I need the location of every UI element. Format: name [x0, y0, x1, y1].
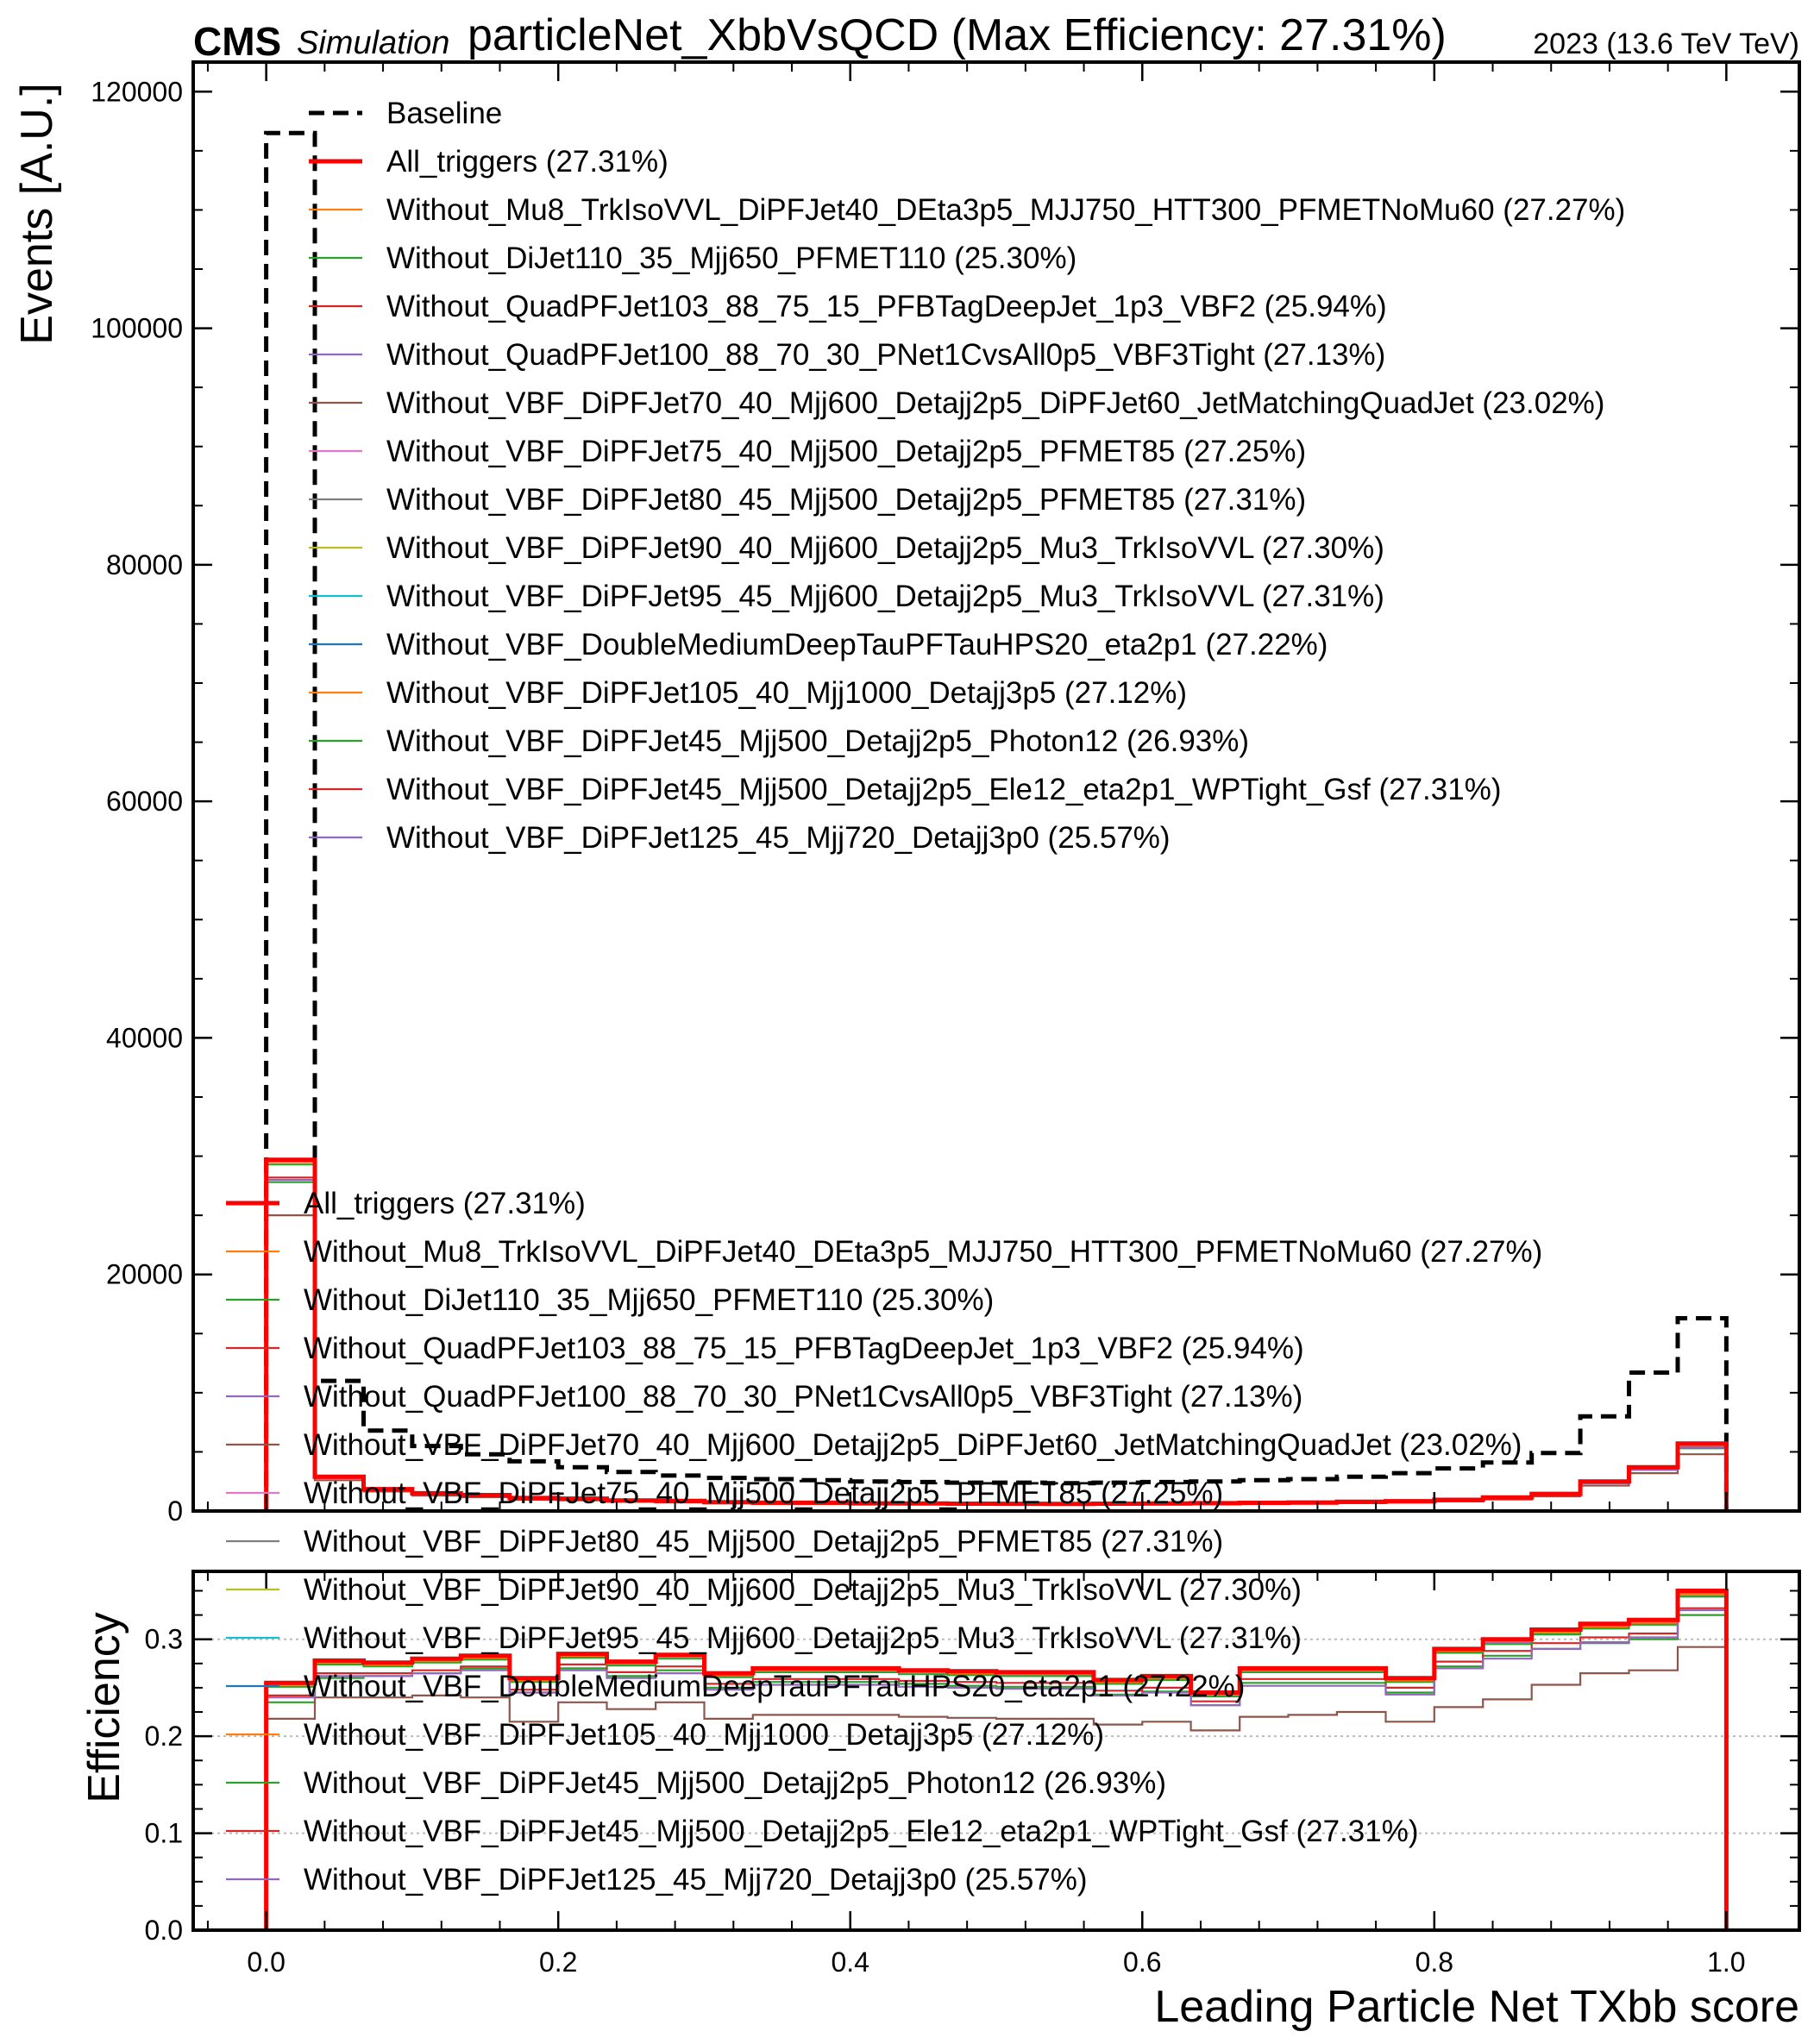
legend-label: Without_VBF_DiPFJet45_Mjj500_Detajj2p5_E… [386, 773, 1501, 806]
legend-label: Without_VBF_DiPFJet125_45_Mjj720_Detajj3… [304, 1863, 1088, 1897]
legend-label: Without_VBF_DiPFJet95_45_Mjj600_Detajj2p… [304, 1621, 1302, 1655]
legend-label: Without_VBF_DiPFJet90_40_Mjj600_Detajj2p… [304, 1573, 1302, 1607]
legend-label: Without_VBF_DoubleMediumDeepTauPFTauHPS2… [386, 628, 1328, 661]
legend-label: Without_VBF_DiPFJet105_40_Mjj1000_Detajj… [304, 1718, 1104, 1752]
legend-label: Without_VBF_DiPFJet45_Mjj500_Detajj2p5_P… [386, 724, 1249, 758]
x-tick-label: 0.2 [539, 1947, 577, 1978]
legend-label: All_triggers (27.31%) [304, 1187, 586, 1220]
legend-ratio: All_triggers (27.31%) Without_Mu8_TrkIsoV… [226, 1187, 1542, 1897]
y-tick-label: 0 [167, 1495, 183, 1527]
main-series-layer [264, 130, 1729, 1511]
series-line-0 [264, 1589, 1729, 1930]
legend-label: Without_VBF_DiPFJet45_Mjj500_Detajj2p5_E… [304, 1815, 1418, 1848]
legend-label: Without_VBF_DiPFJet125_45_Mjj720_Detajj3… [386, 821, 1171, 855]
y-tick-label: 0.2 [145, 1721, 183, 1752]
legend-label: Without_VBF_DiPFJet75_40_Mjj500_Detajj2p… [386, 435, 1306, 468]
legend-label: Without_VBF_DiPFJet75_40_Mjj500_Detajj2p… [304, 1477, 1223, 1510]
series-line-5 [265, 1646, 1728, 1930]
x-tick-label: 0.6 [1123, 1947, 1161, 1978]
x-tick-label: 0.0 [247, 1947, 285, 1978]
legend-label: Without_VBF_DiPFJet70_40_Mjj600_Detajj2p… [304, 1428, 1522, 1462]
legend-label: Without_Mu8_TrkIsoVVL_DiPFJet40_DEta3p5_… [304, 1235, 1542, 1269]
series-line-2 [265, 1614, 1728, 1930]
legend-label: Without_VBF_DoubleMediumDeepTauPFTauHPS2… [304, 1670, 1245, 1703]
legend-label: Without_QuadPFJet103_88_75_15_PFBTagDeep… [386, 290, 1387, 323]
legend-label: Without_VBF_DiPFJet95_45_Mjj600_Detajj2p… [386, 580, 1384, 613]
ratio-y-axis-title: Efficiency [79, 1612, 129, 1803]
lumi-label: 2023 (13.6 TeV TeV) [1533, 28, 1799, 60]
legend-label: Without_VBF_DiPFJet90_40_Mjj600_Detajj2p… [386, 531, 1384, 565]
series-line-12 [265, 1596, 1728, 1930]
series-line-1 [264, 1157, 1729, 1511]
x-tick-label: 0.8 [1415, 1947, 1453, 1978]
legend-label: Without_DiJet110_35_Mjj650_PFMET110 (25.… [386, 241, 1076, 275]
y-tick-label: 100000 [91, 313, 183, 344]
legend-label: Without_VBF_DiPFJet45_Mjj500_Detajj2p5_P… [304, 1766, 1166, 1800]
legend-label: Without_Mu8_TrkIsoVVL_DiPFJet40_DEta3p5_… [386, 193, 1625, 227]
legend-label: Baseline [386, 97, 502, 130]
series-line-0 [264, 130, 1729, 1511]
y-tick-label: 20000 [106, 1259, 183, 1290]
legend-label: Without_VBF_DiPFJet80_45_Mjj500_Detajj2p… [304, 1525, 1223, 1558]
y-tick-label: 40000 [106, 1022, 183, 1053]
legend-main: Baseline All_triggers (27.31%) Without_Mu8… [309, 97, 1625, 855]
x-tick-label: 0.4 [831, 1947, 869, 1978]
y-tick-label: 0.0 [145, 1915, 183, 1946]
legend-label: Without_QuadPFJet103_88_75_15_PFBTagDeep… [304, 1332, 1304, 1365]
plot-title: particleNet_XbbVsQCD (Max Efficiency: 27… [468, 10, 1447, 60]
y-tick-label: 60000 [106, 786, 183, 817]
ratio-series-layer [264, 1589, 1729, 1930]
legend-label: Without_DiJet110_35_Mjj650_PFMET110 (25.… [304, 1283, 994, 1317]
y-tick-label: 80000 [106, 549, 183, 580]
ratio-axes: 0.0 0.2 0.4 0.6 0.8 1.0 0.0 0.1 0.2 0.3 [145, 1570, 1801, 1978]
cms-label: CMS [193, 19, 281, 64]
y-tick-label: 120000 [91, 76, 183, 107]
main-axes: 0 20000 40000 60000 80000 100000 120000 [91, 60, 1801, 1527]
legend-label: Without_VBF_DiPFJet70_40_Mjj600_Detajj2p… [386, 386, 1604, 420]
simulation-label: Simulation [297, 25, 449, 61]
ratio-plot-frame [191, 1570, 1801, 1932]
legend-label: Without_QuadPFJet100_88_70_30_PNet1CvsAl… [386, 338, 1385, 372]
legend-label: All_triggers (27.31%) [386, 145, 668, 179]
main-y-axis-title: Events [A.U.] [12, 83, 62, 344]
legend-label: Without_QuadPFJet100_88_70_30_PNet1CvsAl… [304, 1380, 1302, 1414]
legend-label: Without_VBF_DiPFJet80_45_Mjj500_Detajj2p… [386, 483, 1306, 517]
x-tick-label: 1.0 [1707, 1947, 1745, 1978]
ratio-panel [193, 1638, 1799, 1834]
x-axis-title: Leading Particle Net TXbb score [1154, 1982, 1799, 2032]
legend-label: Without_VBF_DiPFJet105_40_Mjj1000_Detajj… [386, 676, 1187, 710]
main-plot-frame [191, 60, 1801, 1513]
y-tick-label: 0.3 [145, 1624, 183, 1655]
y-tick-label: 0.1 [145, 1818, 183, 1849]
